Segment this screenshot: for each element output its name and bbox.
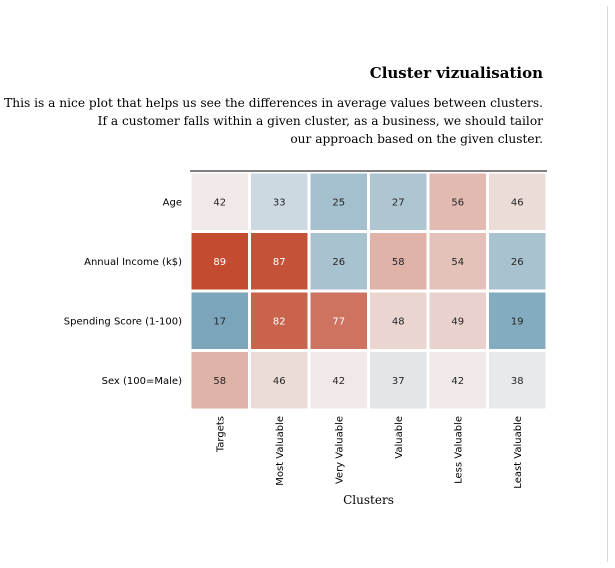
- heatmap-cell: [251, 292, 308, 349]
- heatmap-cell: [310, 233, 367, 290]
- cell-value-label: 37: [392, 376, 405, 387]
- x-tick-label: Less Valuable: [453, 416, 464, 484]
- heatmap-cell: [310, 352, 367, 409]
- y-tick-label: Age: [163, 197, 182, 208]
- cell-value-label: 48: [392, 316, 405, 327]
- heatmap-cell: [489, 233, 546, 290]
- cell-value-label: 87: [273, 257, 286, 268]
- heatmap-cell: [251, 233, 308, 290]
- cell-value-label: 26: [511, 257, 524, 268]
- heatmap-cell: [429, 233, 486, 290]
- cell-value-label: 42: [213, 197, 226, 208]
- cell-value-label: 58: [213, 376, 226, 387]
- heatmap-cell: [310, 173, 367, 230]
- heatmap-cell: [191, 173, 248, 230]
- x-tick-label: Least Valuable: [513, 416, 524, 489]
- x-tick-label: Valuable: [394, 416, 405, 459]
- heatmap-cell: [489, 173, 546, 230]
- heatmap-cell: [429, 173, 486, 230]
- heatmap-cell: [251, 352, 308, 409]
- subtitle-line: If a customer falls within a given clust…: [97, 114, 543, 128]
- heatmap-cell: [191, 352, 248, 409]
- cell-value-label: 46: [273, 376, 286, 387]
- x-tick-labels: Targets Most Valuable Very Valuable Valuabl…: [215, 416, 524, 489]
- heatmap-cell: [191, 233, 248, 290]
- chart-title: Cluster vizualisation: [369, 64, 543, 82]
- cell-value-label: 42: [451, 376, 464, 387]
- heatmap-cell: [429, 292, 486, 349]
- cell-value-label: 26: [332, 257, 345, 268]
- cell-value-label: 17: [213, 316, 226, 327]
- cell-value-label: 25: [332, 197, 345, 208]
- chart-subtitle: This is a nice plot that helps us see th…: [0, 94, 543, 148]
- heatmap-cell: [489, 352, 546, 409]
- y-tick-label: Annual Income (k$): [84, 257, 182, 268]
- heatmap-cell: [489, 292, 546, 349]
- heatmap-cell: [370, 233, 427, 290]
- y-tick-label: Spending Score (1-100): [64, 316, 182, 327]
- cell-value-label: 77: [332, 316, 345, 327]
- heatmap-cell: [370, 352, 427, 409]
- subtitle-line: This is a nice plot that helps us see th…: [4, 96, 543, 110]
- cell-value-label: 89: [213, 257, 226, 268]
- y-tick-labels: Age Annual Income (k$) Spending Score (1-1…: [64, 197, 182, 387]
- cell-value-label: 33: [273, 197, 286, 208]
- page-edge-line: [607, 6, 608, 562]
- heatmap-cell: [370, 173, 427, 230]
- x-axis-title: Clusters: [343, 493, 394, 507]
- cell-value-label: 82: [273, 316, 286, 327]
- cell-value-label: 42: [332, 376, 345, 387]
- cell-value-label: 27: [392, 197, 405, 208]
- x-tick-label: Targets: [215, 416, 226, 453]
- cell-value-label: 54: [451, 257, 464, 268]
- cell-value-label: 56: [451, 197, 464, 208]
- cell-value-label: 38: [511, 376, 524, 387]
- cell-value-label: 58: [392, 257, 405, 268]
- heatmap-cell: [370, 292, 427, 349]
- y-tick-label: Sex (100=Male): [102, 376, 182, 387]
- cell-value-label: 46: [511, 197, 524, 208]
- cell-value-label: 19: [511, 316, 524, 327]
- heatmap-cell: [251, 173, 308, 230]
- cell-value-label: 49: [451, 316, 464, 327]
- heatmap-cell: [310, 292, 367, 349]
- heatmap-cell: [191, 292, 248, 349]
- heatmap-cell: [429, 352, 486, 409]
- subtitle-line: our approach based on the given cluster.: [290, 132, 543, 146]
- x-tick-label: Most Valuable: [275, 416, 286, 486]
- heatmap-cells: 42 33 25 27 56 46 89 87 26 58 54 26 17 82 77 48 49 19 58 46…: [191, 173, 546, 409]
- x-tick-label: Very Valuable: [334, 416, 345, 484]
